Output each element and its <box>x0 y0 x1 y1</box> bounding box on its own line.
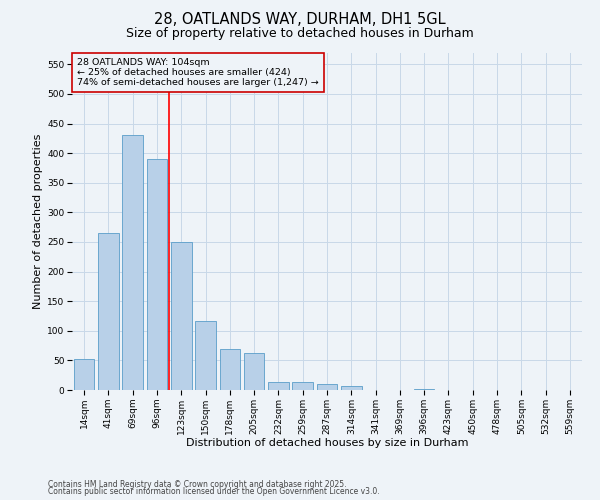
Text: Size of property relative to detached houses in Durham: Size of property relative to detached ho… <box>126 28 474 40</box>
Text: 28 OATLANDS WAY: 104sqm
← 25% of detached houses are smaller (424)
74% of semi-d: 28 OATLANDS WAY: 104sqm ← 25% of detache… <box>77 58 319 88</box>
Bar <box>220 348 240 390</box>
Bar <box>146 159 167 390</box>
Text: 28, OATLANDS WAY, DURHAM, DH1 5GL: 28, OATLANDS WAY, DURHAM, DH1 5GL <box>154 12 446 28</box>
Bar <box>122 136 143 390</box>
Bar <box>74 359 94 390</box>
Bar <box>268 382 289 390</box>
Text: Contains public sector information licensed under the Open Government Licence v3: Contains public sector information licen… <box>48 487 380 496</box>
Text: Contains HM Land Registry data © Crown copyright and database right 2025.: Contains HM Land Registry data © Crown c… <box>48 480 347 489</box>
Y-axis label: Number of detached properties: Number of detached properties <box>33 134 43 309</box>
Bar <box>171 242 191 390</box>
Bar <box>317 384 337 390</box>
Bar <box>292 382 313 390</box>
Bar <box>98 233 119 390</box>
Bar <box>244 354 265 390</box>
Bar <box>341 386 362 390</box>
Bar <box>195 322 216 390</box>
X-axis label: Distribution of detached houses by size in Durham: Distribution of detached houses by size … <box>186 438 468 448</box>
